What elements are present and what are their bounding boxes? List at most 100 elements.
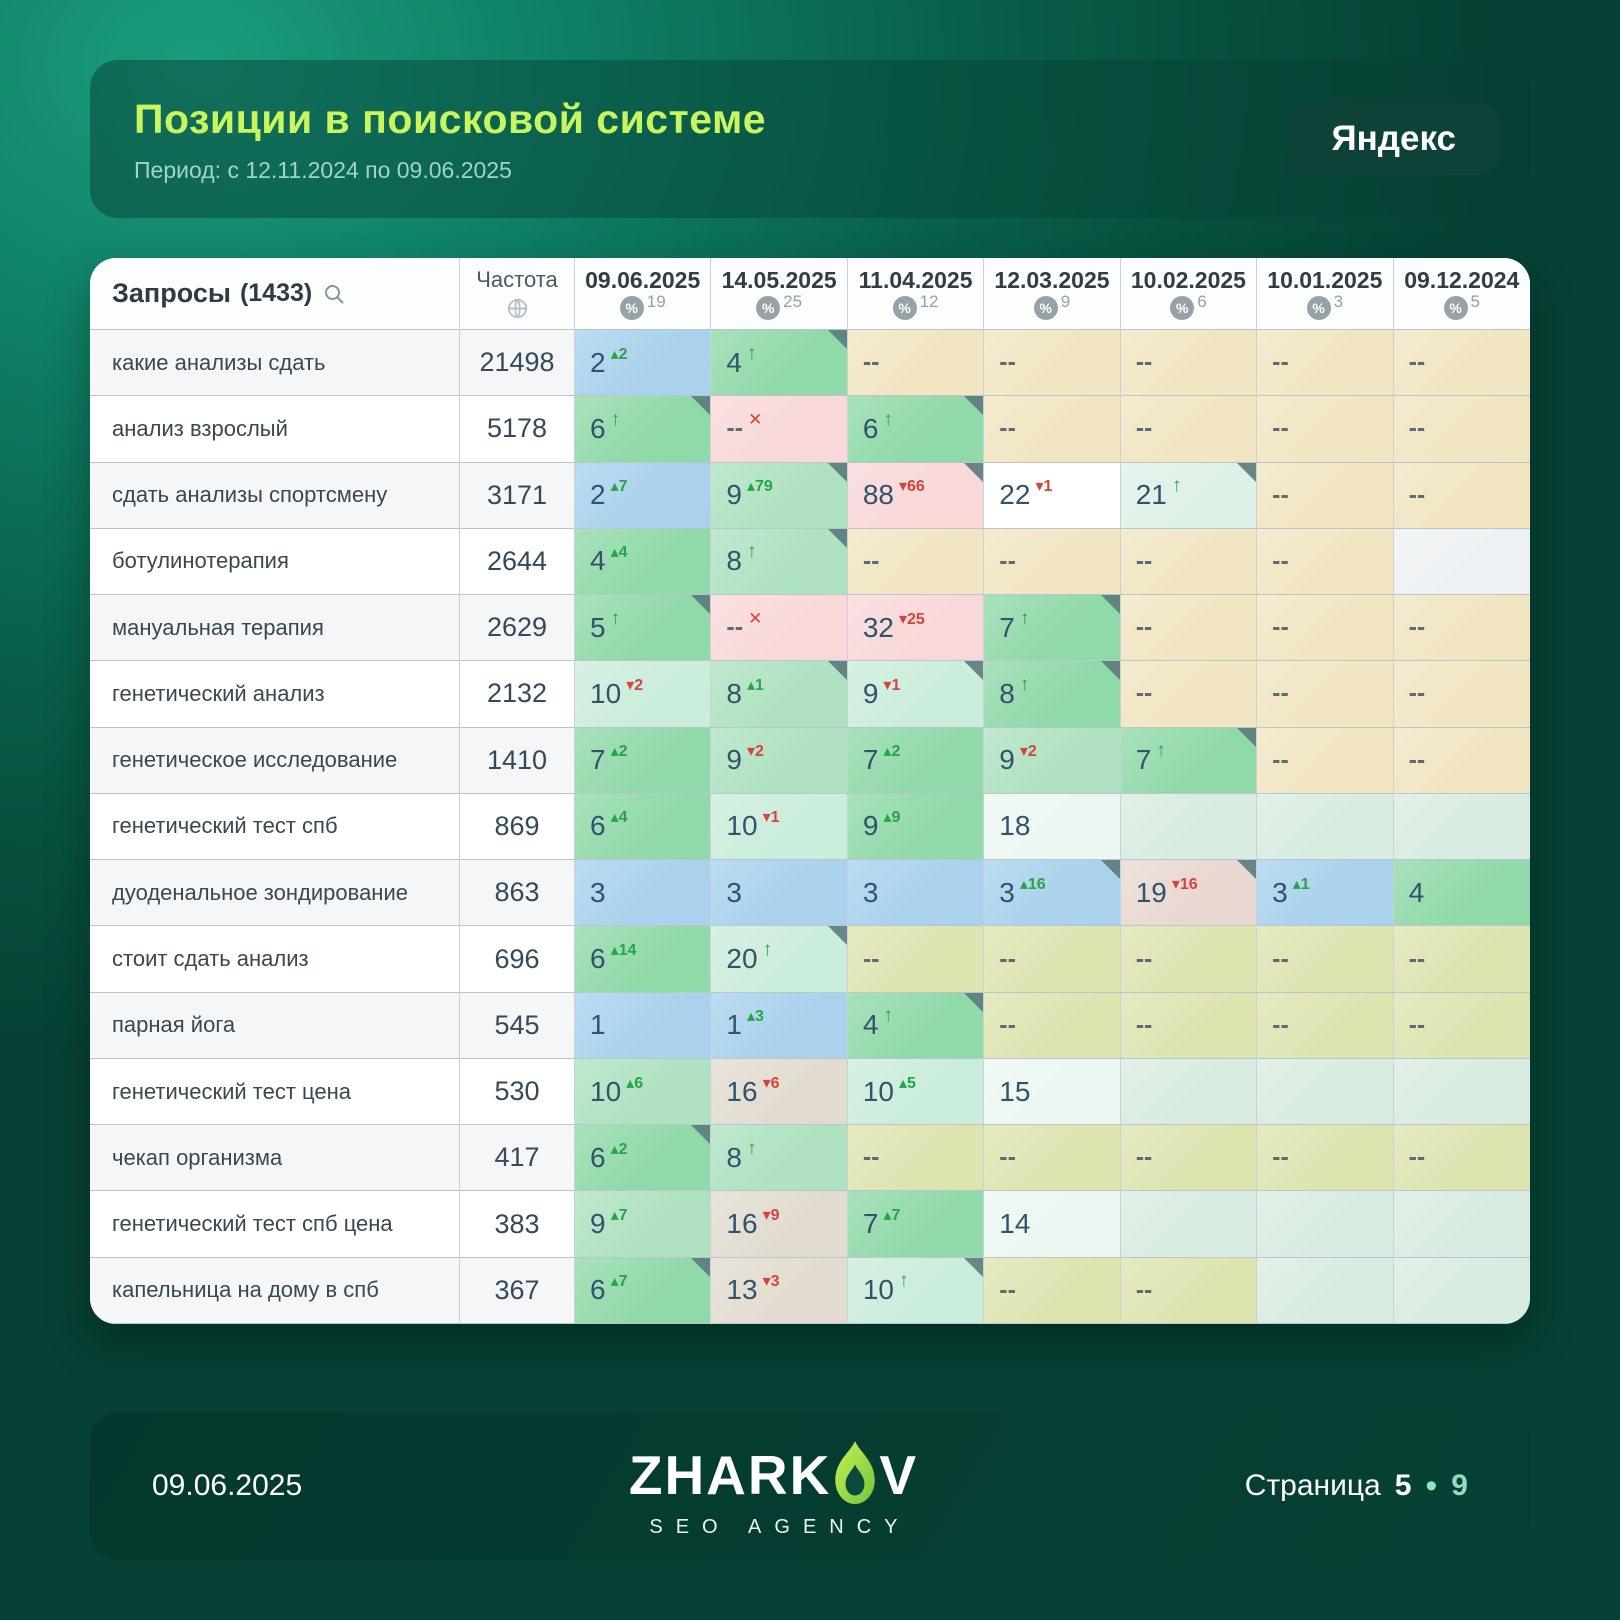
note-corner-marker [964, 396, 984, 416]
position-cell: 6 ▴7 [575, 1257, 712, 1324]
queries-count: (1433) [239, 279, 313, 307]
position-cell: -- [1393, 661, 1530, 728]
percent-icon: % [1170, 296, 1195, 320]
position-cell [1120, 1058, 1258, 1126]
position-cell: 7 ▴7 [847, 1191, 985, 1258]
position-cell: 88 ▾66 [847, 462, 985, 529]
frequency-value: 869 [460, 793, 575, 861]
note-corner-marker [827, 330, 847, 349]
date-column-header: 09.06.2025% 19 [575, 258, 712, 330]
position-cell [1393, 528, 1530, 596]
search-icon[interactable] [322, 282, 346, 306]
position-cell: -- [1120, 1257, 1258, 1324]
position-cell: 7 ↑ [1120, 727, 1258, 794]
positions-table-card: Запросы (1433) Частота 09.06.2025% 19 14.0… [90, 258, 1530, 1324]
improved-count: 9 [1060, 292, 1071, 311]
note-corner-marker [691, 1125, 711, 1145]
frequency-value: 2644 [460, 528, 575, 596]
position-cell: -- [847, 528, 985, 596]
position-cell: -- [1120, 528, 1258, 596]
position-cell: -- [1257, 727, 1394, 794]
frequency-value: 21498 [460, 330, 575, 397]
position-cell: 9 ▴9 [847, 793, 985, 861]
frequency-value: 530 [460, 1058, 575, 1126]
date-column-header: 12.03.2025% 9 [984, 258, 1121, 330]
frequency-value: 2132 [460, 661, 575, 728]
query-label: анализ взрослый [90, 396, 460, 463]
position-cell: -- [1393, 727, 1530, 794]
note-corner-marker [964, 661, 984, 681]
position-cell: 6 ▴14 [575, 926, 712, 993]
logo-text-left: ZHARK [628, 1444, 832, 1506]
position-cell: 4 ↑ [847, 992, 985, 1059]
frequency-label: Частота [476, 267, 558, 292]
report-header: Позиции в поисковой системе Период: с 12… [90, 60, 1530, 218]
date-column-header: 10.02.2025% 6 [1120, 258, 1258, 330]
position-cell: 16 ▾6 [711, 1058, 848, 1126]
position-cell: 4 [1393, 860, 1530, 927]
column-date: 12.03.2025 [994, 267, 1110, 293]
query-label: чекап организма [90, 1125, 460, 1192]
frequency-value: 5178 [460, 396, 575, 463]
position-cell [1257, 1191, 1394, 1258]
position-cell [1257, 1058, 1394, 1126]
position-cell: 10 ↑ [847, 1257, 985, 1324]
flame-icon [835, 1440, 876, 1504]
position-cell: 5 ↑ [575, 595, 712, 662]
page-separator-dot: • [1425, 1466, 1438, 1505]
improved-count: 12 [919, 292, 939, 311]
position-cell: 1 [575, 992, 712, 1059]
frequency-value: 863 [460, 860, 575, 927]
note-corner-marker [691, 1257, 711, 1277]
position-cell: -- [1120, 396, 1258, 463]
query-label: мануальная терапия [90, 595, 460, 662]
frequency-column-header: Частота [460, 258, 575, 330]
position-cell: -- [1257, 661, 1394, 728]
column-date: 10.01.2025 [1267, 267, 1383, 293]
position-cell [1393, 1257, 1530, 1324]
query-label: генетический анализ [90, 661, 460, 728]
position-cell: 9 ▾2 [711, 727, 848, 794]
position-cell [1257, 1257, 1394, 1324]
note-corner-marker [964, 992, 984, 1012]
column-date: 09.06.2025 [585, 267, 701, 293]
improved-count: 25 [783, 292, 803, 311]
position-cell: 3 ▴1 [1257, 860, 1394, 927]
position-cell: 16 ▾9 [711, 1191, 848, 1258]
query-label: дуоденальное зондирование [90, 860, 460, 927]
report-period: Период: с 12.11.2024 по 09.06.2025 [134, 157, 512, 183]
position-cell: 7 ▴2 [575, 727, 712, 794]
query-label: генетический тест цена [90, 1058, 460, 1126]
position-cell: 21 ↑ [1120, 462, 1258, 529]
column-date: 14.05.2025 [721, 267, 837, 293]
position-cell: 6 ↑ [575, 396, 712, 463]
positions-grid: Запросы (1433) Частота 09.06.2025% 19 14.0… [90, 258, 1530, 1324]
frequency-value: 383 [460, 1191, 575, 1258]
position-cell: 19 ▾16 [1120, 860, 1258, 927]
note-corner-marker [1237, 462, 1257, 482]
position-cell: -- [847, 1125, 985, 1192]
position-cell: -- [1393, 330, 1530, 397]
frequency-value: 2629 [460, 595, 575, 662]
position-cell: 22 ▾1 [984, 462, 1121, 529]
footer-date: 09.06.2025 [152, 1469, 303, 1502]
query-label: какие анализы сдать [90, 330, 460, 397]
date-column-header: 14.05.2025% 25 [711, 258, 848, 330]
position-cell: 7 ↑ [984, 595, 1121, 662]
position-cell: -- [847, 330, 985, 397]
query-label: ботулинотерапия [90, 528, 460, 596]
percent-icon: % [619, 296, 644, 320]
percent-icon: % [1443, 296, 1468, 320]
position-cell: -- [1257, 330, 1394, 397]
position-cell: -- [984, 992, 1121, 1059]
queries-label: Запросы [112, 278, 231, 308]
position-cell [1393, 1191, 1530, 1258]
position-cell: -- [1393, 1125, 1530, 1192]
position-cell: 10 ▴6 [575, 1058, 712, 1126]
position-cell: -- [1120, 661, 1258, 728]
position-cell: 10 ▴5 [847, 1058, 985, 1126]
position-cell: 9 ▾1 [847, 661, 985, 728]
agency-logo: ZHARK V SEO AGENCY [628, 1440, 918, 1539]
note-corner-marker [827, 661, 847, 681]
position-cell: 8 ↑ [984, 661, 1121, 728]
